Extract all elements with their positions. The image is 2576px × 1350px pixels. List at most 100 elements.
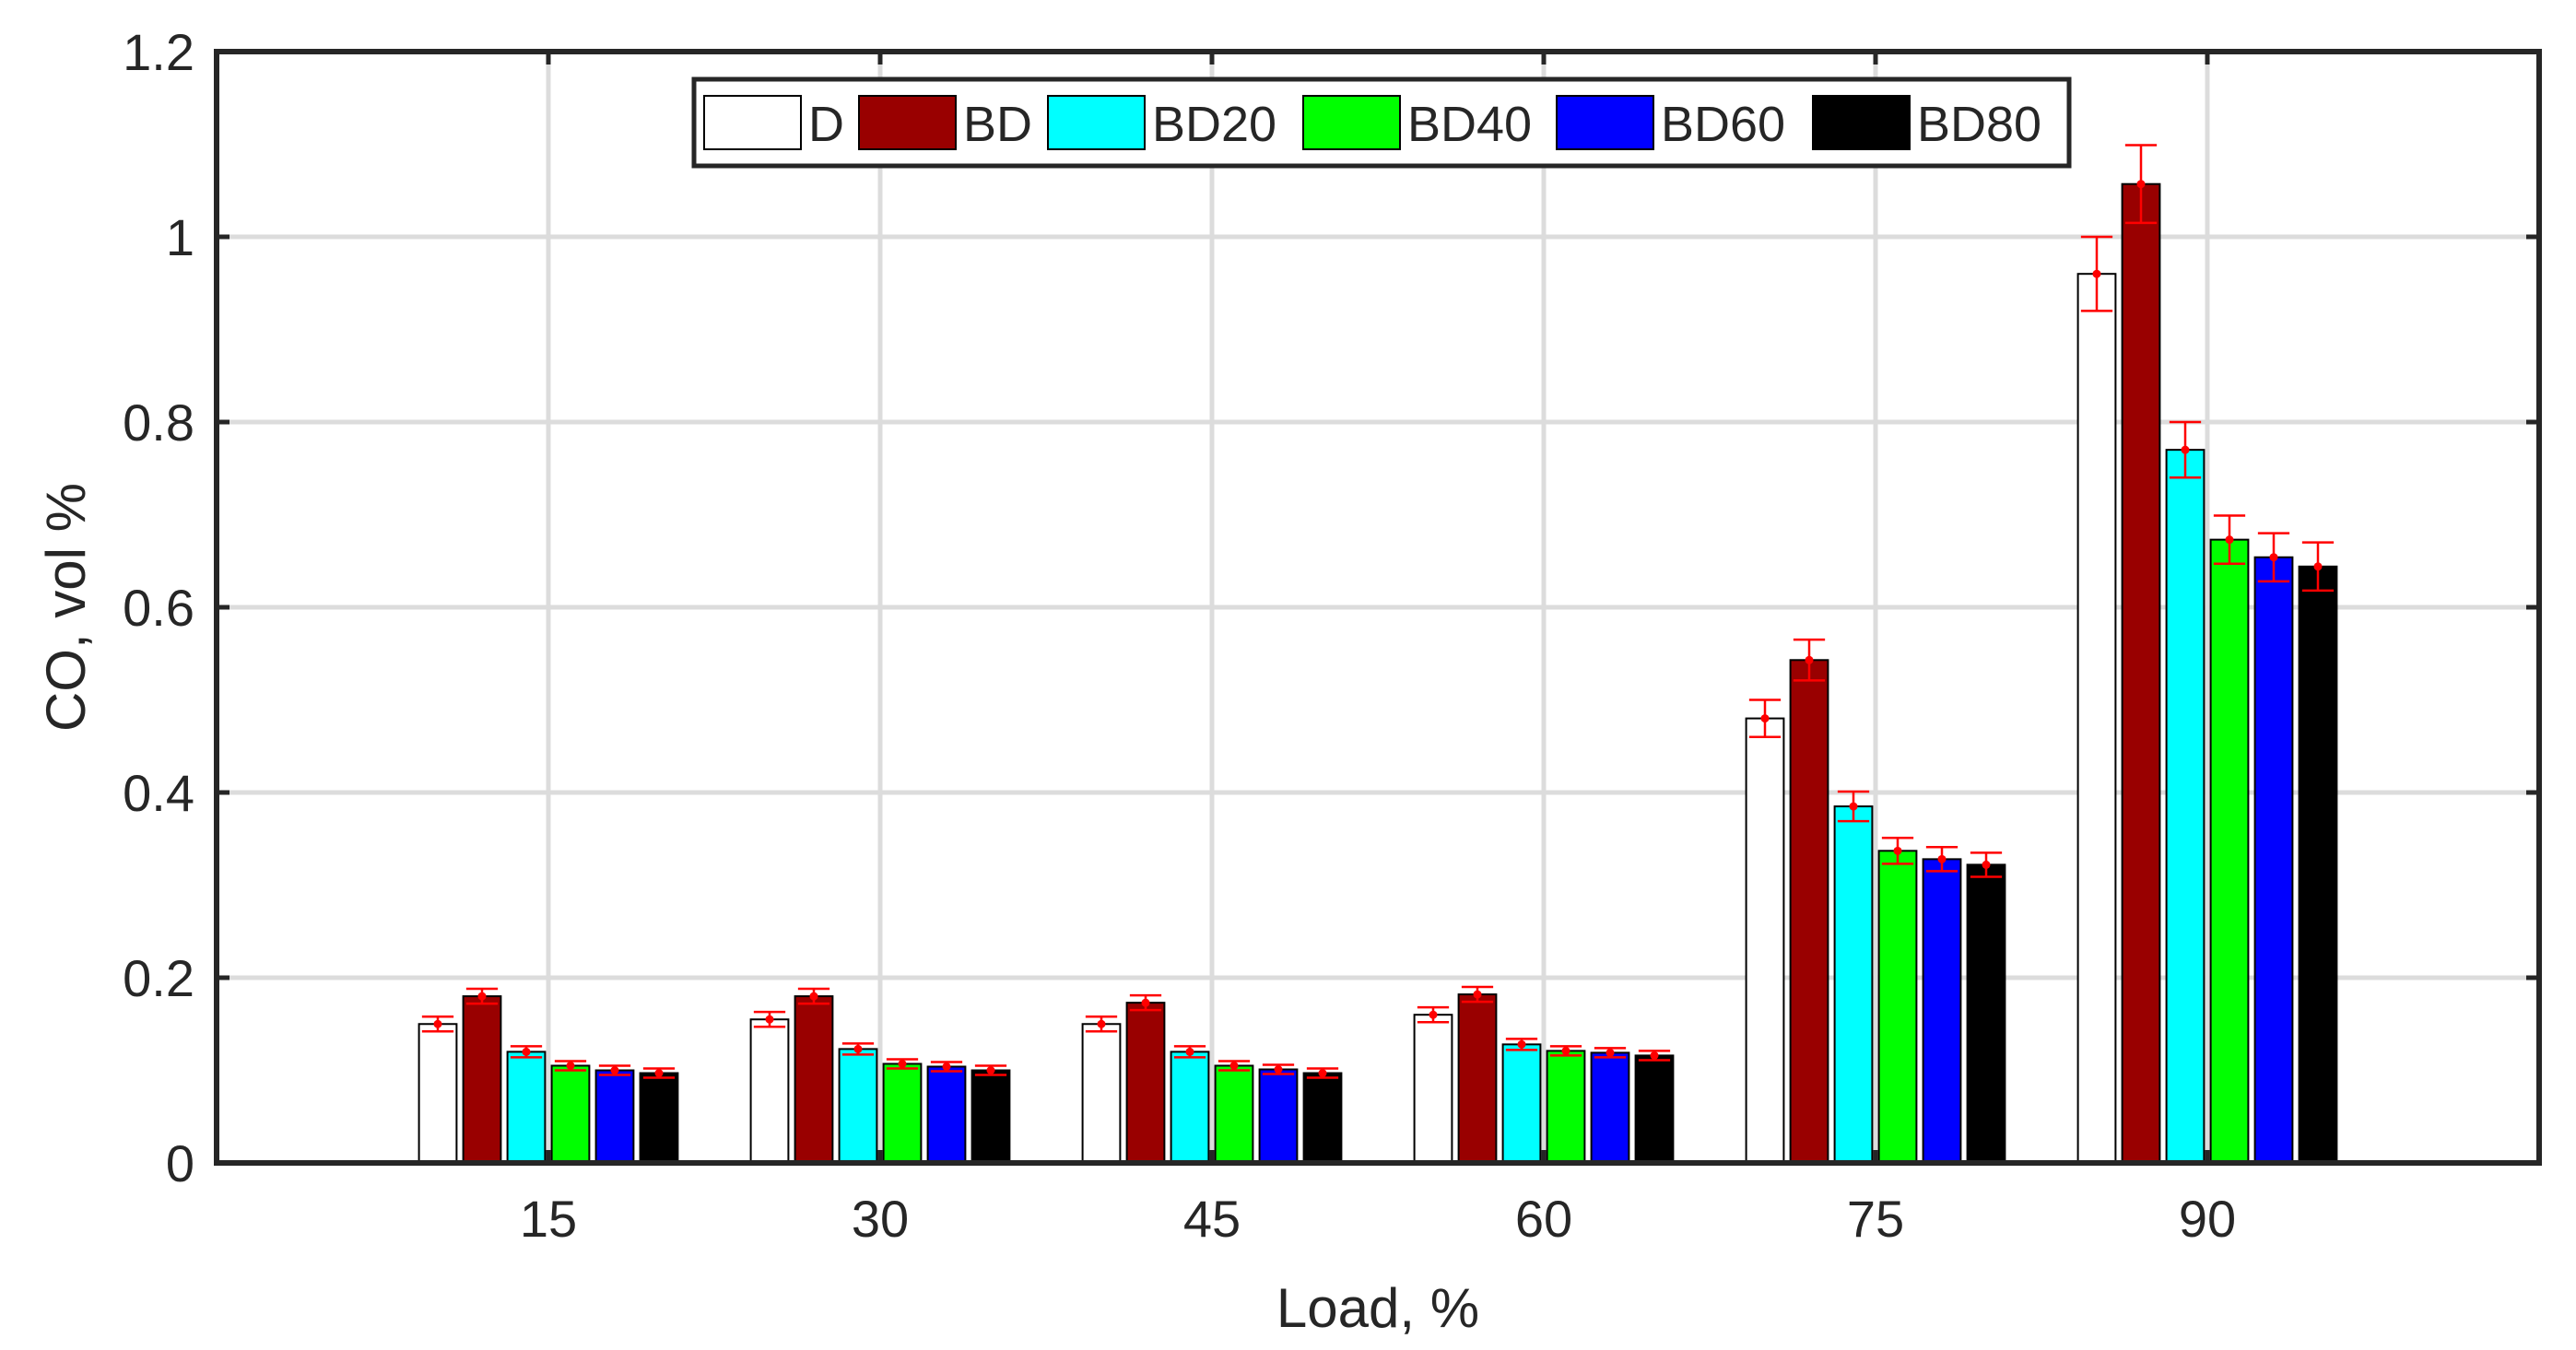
error-marker	[853, 1044, 863, 1053]
legend-label-bd60: BD60	[1661, 97, 1785, 152]
legend-swatch-bd60	[1556, 95, 1654, 150]
bar-bd-60	[1457, 993, 1498, 1164]
bar-bd20-60	[1501, 1043, 1542, 1164]
bar-bd20-15	[506, 1051, 547, 1165]
bar-bd80-90	[2298, 565, 2338, 1164]
legend-label-bd80: BD80	[1917, 97, 2041, 152]
error-marker	[765, 1015, 774, 1024]
error-marker	[1229, 1061, 1239, 1070]
bar-bd60-15	[594, 1069, 635, 1164]
error-bars	[421, 144, 2335, 1079]
y-tick-label: 0	[166, 1134, 194, 1192]
error-marker	[1606, 1048, 1615, 1057]
error-marker	[522, 1047, 531, 1056]
legend-label-bd40: BD40	[1407, 97, 1532, 152]
tick-labels: 15 30 45 60 75 90 0 0.2 0.4 0.6 0.8 1 1.2	[123, 23, 2236, 1248]
y-tick-label: 1	[166, 208, 194, 266]
y-tick-label: 0.2	[123, 949, 194, 1007]
bar-bd60-30	[926, 1065, 967, 1164]
error-marker	[1274, 1064, 1283, 1074]
bar-bd40-15	[550, 1064, 591, 1164]
bar-bd80-75	[1966, 863, 2006, 1164]
error-marker	[1561, 1046, 1570, 1055]
bar-bd80-15	[639, 1072, 679, 1165]
y-tick-label: 0.4	[123, 764, 194, 822]
bar-bd40-45	[1214, 1064, 1254, 1164]
error-marker	[986, 1066, 995, 1074]
error-marker	[1982, 860, 1991, 869]
error-marker	[2225, 535, 2234, 545]
legend: D BD BD20 BD40 BD60 BD80	[691, 76, 2072, 169]
x-tick-label: 60	[1515, 1190, 1572, 1248]
legend-swatch-bd20	[1047, 95, 1146, 150]
bar-bd60-45	[1258, 1068, 1299, 1164]
bar-d-15	[418, 1023, 458, 1164]
bar-d-90	[2076, 273, 2117, 1164]
error-marker	[942, 1062, 951, 1071]
error-marker	[2269, 553, 2278, 562]
error-marker	[2136, 180, 2146, 189]
bar-bd-90	[2121, 182, 2161, 1165]
error-marker	[433, 1019, 442, 1028]
error-marker	[1760, 714, 1770, 723]
bar-d-45	[1081, 1023, 1122, 1164]
x-tick-label: 30	[852, 1190, 909, 1248]
bar-groups	[418, 182, 2338, 1165]
y-axis-label: CO, vol %	[35, 483, 97, 732]
bar-bd40-60	[1546, 1050, 1586, 1165]
error-marker	[1849, 802, 1858, 811]
bar-bd-45	[1125, 1002, 1166, 1165]
error-marker	[898, 1059, 907, 1068]
bar-bd-30	[794, 995, 834, 1164]
bar-bd40-30	[882, 1062, 923, 1164]
bar-bd20-30	[838, 1048, 878, 1165]
error-marker	[1805, 655, 1814, 664]
bar-bd40-75	[1877, 850, 1918, 1164]
error-marker	[1473, 990, 1482, 999]
bar-bd60-90	[2253, 556, 2294, 1164]
bar-d-30	[749, 1018, 790, 1164]
error-marker	[1185, 1047, 1194, 1056]
error-marker	[2313, 562, 2323, 571]
x-tick-label: 45	[1183, 1190, 1241, 1248]
x-axis-label: Load, %	[1276, 1277, 1479, 1339]
error-marker	[654, 1069, 664, 1078]
legend-swatch-bd80	[1812, 95, 1911, 150]
error-marker	[1429, 1010, 1438, 1019]
error-marker	[1893, 846, 1902, 855]
error-marker	[1141, 998, 1150, 1007]
bar-d-75	[1745, 717, 1785, 1164]
legend-swatch-bd40	[1302, 95, 1401, 150]
bar-bd60-60	[1590, 1051, 1630, 1165]
error-marker	[809, 992, 818, 1001]
error-marker	[566, 1061, 575, 1070]
x-tick-label: 15	[520, 1190, 577, 1248]
x-tick-label: 75	[1847, 1190, 1904, 1248]
bar-d-60	[1413, 1014, 1453, 1164]
error-marker	[1097, 1019, 1106, 1028]
bar-bd20-90	[2165, 449, 2205, 1164]
legend-label-d: D	[808, 97, 844, 152]
bar-bd80-60	[1634, 1054, 1675, 1165]
error-marker	[1517, 1039, 1526, 1049]
error-marker	[1318, 1069, 1327, 1078]
bar-bd60-75	[1922, 858, 1962, 1164]
error-marker	[1937, 854, 1947, 863]
error-marker	[477, 992, 487, 1001]
bar-bd40-90	[2209, 538, 2250, 1164]
bar-bd-15	[462, 995, 502, 1164]
y-tick-label: 0.6	[123, 579, 194, 637]
error-marker	[2181, 445, 2190, 454]
bar-bd-75	[1789, 659, 1829, 1164]
legend-label-bd20: BD20	[1152, 97, 1276, 152]
error-marker	[1650, 1051, 1659, 1060]
y-tick-label: 1.2	[123, 23, 194, 81]
bar-bd80-30	[970, 1069, 1011, 1164]
x-tick-label: 90	[2179, 1190, 2236, 1248]
legend-label-bd: BD	[963, 97, 1032, 152]
bar-bd80-45	[1302, 1072, 1343, 1165]
error-marker	[610, 1066, 619, 1074]
legend-swatch-d	[703, 95, 802, 150]
legend-swatch-bd	[858, 95, 957, 150]
